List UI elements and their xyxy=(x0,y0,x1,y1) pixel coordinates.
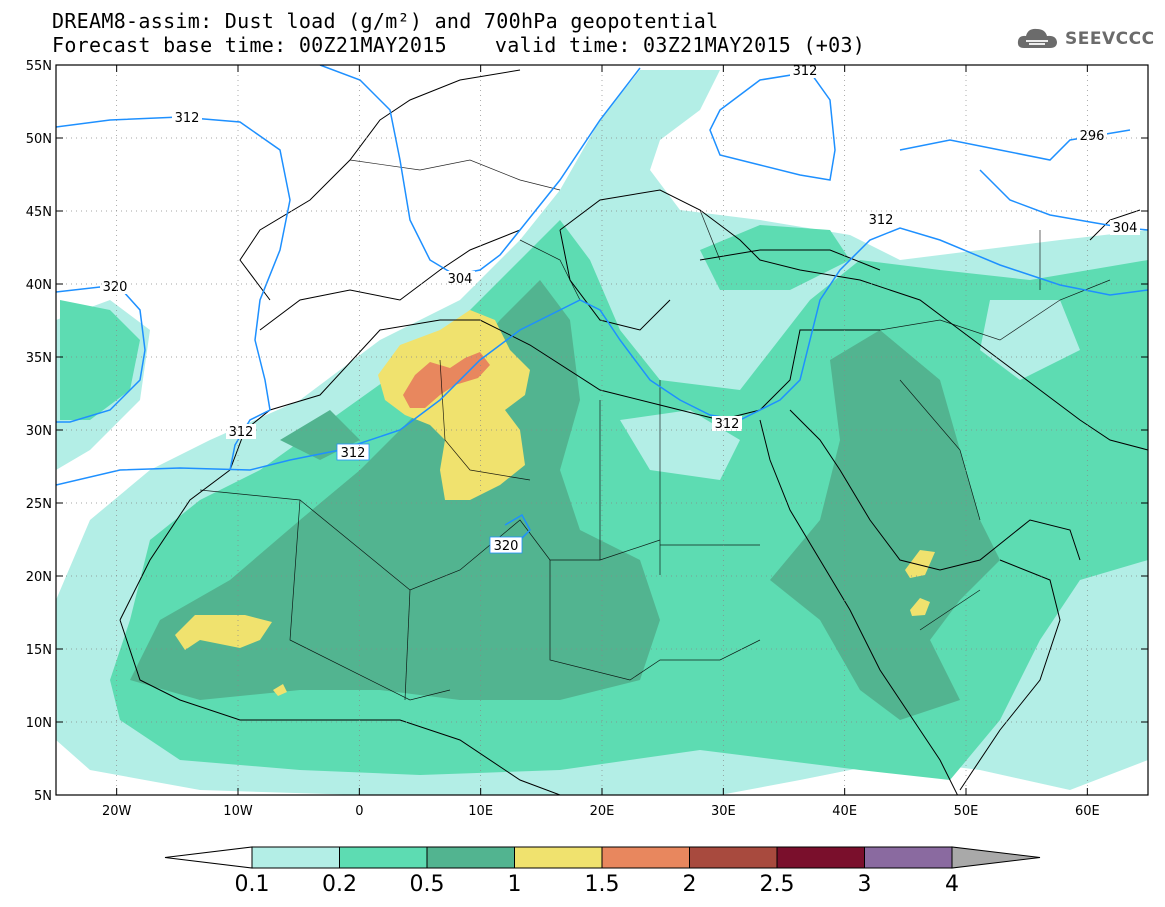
contour-label: 312 xyxy=(226,424,256,440)
colorbar-label: 0.5 xyxy=(409,872,445,897)
colorbar-segment xyxy=(339,846,428,869)
lat-tick-label: 45N xyxy=(26,205,52,220)
lon-tick-label: 20E xyxy=(590,804,615,819)
colorbar-label: 2.5 xyxy=(759,872,795,897)
lat-tick-label: 40N xyxy=(26,278,52,293)
lon-tick-label: 60E xyxy=(1075,804,1100,819)
colorbar-segment xyxy=(426,846,515,869)
contour-label: 312 xyxy=(336,443,370,461)
lon-tick-label: 0 xyxy=(355,804,363,819)
lon-tick-label: 40E xyxy=(832,804,857,819)
longitude-axis: 20W 10W 0 10E 20E 30E 40E 50E 60E xyxy=(102,65,1100,819)
lat-tick-label: 5N xyxy=(34,789,52,804)
country-borders xyxy=(199,159,1111,701)
svg-text:312: 312 xyxy=(175,111,200,126)
lat-tick-label: 15N xyxy=(26,643,52,658)
gridlines xyxy=(56,65,1148,795)
colorbar-segment xyxy=(776,846,865,869)
contour-label: 312 xyxy=(866,212,896,228)
logo-text: SEEVCCC xyxy=(1065,29,1155,49)
colorbar-segment xyxy=(689,846,778,869)
colorbar-label: 3 xyxy=(857,872,872,897)
colorbar-segment xyxy=(864,846,953,869)
colorbar-high-arrow xyxy=(951,846,1041,869)
colorbar-label: 2 xyxy=(682,872,697,897)
lat-tick-label: 25N xyxy=(26,497,52,512)
contour-label: 312 xyxy=(172,110,202,126)
lat-tick-label: 35N xyxy=(26,351,52,366)
svg-text:312: 312 xyxy=(341,446,366,461)
lat-tick-label: 30N xyxy=(26,424,52,439)
base-time: Forecast base time: 00Z21MAY2015 xyxy=(52,33,447,57)
cloud-icon xyxy=(1017,28,1057,48)
lat-tick-label: 20N xyxy=(26,570,52,585)
contour-label: 312 xyxy=(712,416,742,432)
lon-tick-label: 30E xyxy=(711,804,736,819)
contour-label: 312 xyxy=(790,64,820,79)
contour-label: 304 xyxy=(445,271,475,287)
map-subtitle: Forecast base time: 00Z21MAY2015 valid ti… xyxy=(52,34,865,56)
colorbar-label: 0.2 xyxy=(322,872,357,897)
lon-tick-label: 50E xyxy=(954,804,979,819)
lon-tick-label: 10W xyxy=(223,804,253,819)
colorbar-label: 1.5 xyxy=(584,872,620,897)
lat-tick-label: 50N xyxy=(26,132,52,147)
colorbar-label: 4 xyxy=(945,872,959,897)
coastlines xyxy=(119,69,1148,795)
lat-tick-label: 55N xyxy=(26,59,52,74)
colorbar-label: 0.1 xyxy=(234,872,270,897)
colorbar-low-arrow xyxy=(164,846,253,869)
contour-label: 296 xyxy=(1077,128,1107,144)
svg-text:304: 304 xyxy=(448,272,473,287)
svg-text:304: 304 xyxy=(1113,221,1138,236)
map-title: DREAM8-assim: Dust load (g/m²) and 700hP… xyxy=(52,9,719,33)
contour-label: 304 xyxy=(1110,220,1140,236)
contour-label: 320 xyxy=(489,536,523,554)
lon-tick-label: 10E xyxy=(468,804,493,819)
svg-text:296: 296 xyxy=(1080,129,1105,144)
lat-tick-label: 10N xyxy=(26,716,52,731)
contour-labels: 312 312 312 312 312 312 320 320 304 304 … xyxy=(102,64,1140,554)
colorbar-segment xyxy=(514,846,603,869)
colorbar-segment xyxy=(251,846,340,869)
colorbar-segment xyxy=(601,846,690,869)
map-field: 312 312 312 312 312 312 320 320 304 304 … xyxy=(56,64,1148,795)
lon-tick-label: 20W xyxy=(102,804,132,819)
svg-text:312: 312 xyxy=(869,213,894,228)
seevccc-logo: SEEVCCC xyxy=(1016,26,1155,52)
svg-text:312: 312 xyxy=(229,425,254,440)
svg-text:320: 320 xyxy=(494,539,519,554)
latitude-axis: 55N 50N 45N 40N 35N 30N 25N 20N 15N 10N 5N xyxy=(26,59,1148,804)
svg-text:312: 312 xyxy=(715,417,740,432)
svg-text:312: 312 xyxy=(793,64,818,79)
colorbar-label: 1 xyxy=(507,872,522,897)
valid-time: valid time: 03Z21MAY2015 (+03) xyxy=(494,33,866,57)
